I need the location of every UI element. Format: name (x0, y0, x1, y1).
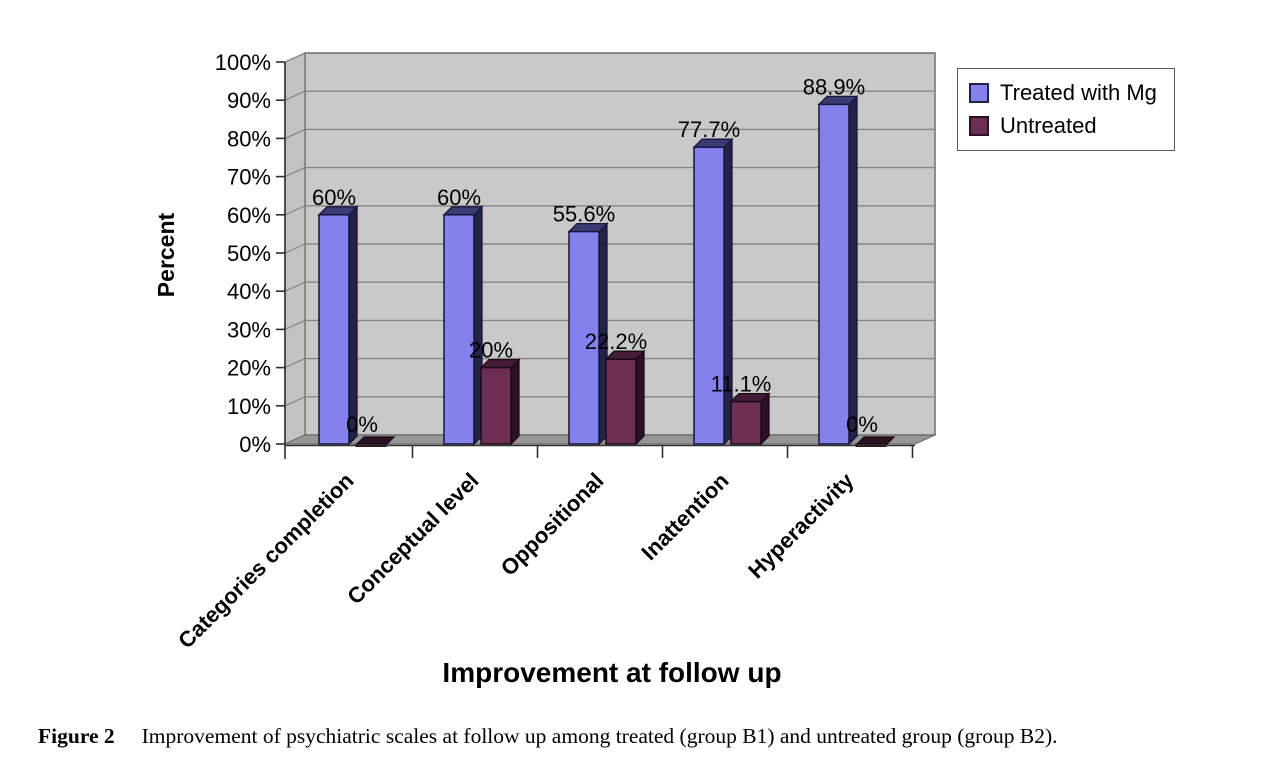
x-axis-title: Improvement at follow up (442, 657, 781, 688)
y-tick-label: 0% (239, 432, 271, 457)
side-wall-gridline (284, 281, 306, 292)
y-tick-label: 80% (227, 126, 271, 151)
data-label-treated-with-mg-inattention: 77.7% (678, 117, 740, 142)
y-tick-label: 60% (227, 203, 271, 228)
category-label-categories-completion: Categories completion (173, 468, 358, 653)
data-label-untreated-conceptual-level: 20% (469, 338, 513, 363)
category-label-oppositional: Oppositional (496, 468, 609, 581)
data-label-untreated-oppositional: 22.2% (585, 329, 647, 354)
bar-untreated-conceptual-level-side (510, 358, 520, 446)
figure-caption-text: Improvement of psychiatric scales at fol… (141, 724, 1058, 748)
bar-treated-with-mg-categories-completion-side (348, 205, 358, 446)
side-wall-gridline (284, 396, 306, 407)
side-wall-gridline (284, 52, 306, 63)
data-label-untreated-categories-completion: 0% (346, 412, 378, 437)
data-label-treated-with-mg-hyperactivity: 88.9% (803, 74, 865, 99)
side-wall-gridline (284, 128, 306, 139)
y-tick-label: 90% (227, 88, 271, 113)
bar-chart-canvas: 0% 10% 20% 30% 40% 50% 60% 70% 80% 90% 100% 60% 0% 60… (153, 50, 936, 688)
y-tick-label: 70% (227, 165, 271, 190)
side-wall-gridline (284, 90, 306, 101)
y-tick-label: 20% (227, 356, 271, 381)
bar-treated-with-mg-categories-completion (318, 214, 350, 445)
bar-treated-with-mg-inattention (693, 146, 725, 445)
side-wall-gridline (284, 358, 306, 369)
category-label-conceptual-level: Conceptual level (342, 468, 483, 609)
y-tick-label: 30% (227, 317, 271, 342)
category-label-inattention: Inattention (636, 468, 733, 565)
y-tick-label: 10% (227, 394, 271, 419)
bar-treated-with-mg-hyperactivity (818, 103, 850, 445)
bar-untreated-oppositional-side (635, 349, 645, 446)
bar-treated-with-mg-conceptual-level (443, 214, 475, 445)
side-wall-gridline (284, 167, 306, 178)
category-label-hyperactivity: Hyperactivity (743, 467, 859, 583)
bar-treated-with-mg-oppositional (568, 230, 600, 445)
figure-caption: Figure 2 Improvement of psychiatric scale… (38, 724, 1252, 749)
bar-treated-with-mg-hyperactivity-side (848, 94, 858, 446)
data-label-treated-with-mg-oppositional: 55.6% (553, 202, 615, 227)
side-wall-gridline (284, 205, 306, 216)
y-tick-label: 50% (227, 241, 271, 266)
y-tick-label: 100% (215, 50, 271, 75)
data-label-untreated-inattention: 11.1% (711, 372, 772, 397)
legend-item-treated: Treated with Mg (969, 80, 1174, 106)
data-label-treated-with-mg-conceptual-level: 60% (437, 185, 481, 210)
figure-caption-label: Figure 2 (38, 724, 115, 748)
bar-untreated-inattention (730, 400, 762, 445)
side-wall-gridline (284, 243, 306, 254)
legend-swatch-treated-icon (969, 83, 989, 103)
legend-swatch-untreated-icon (969, 116, 989, 136)
data-label-treated-with-mg-categories-completion: 60% (312, 185, 356, 210)
legend-label-untreated: Untreated (1000, 113, 1097, 138)
bar-treated-with-mg-inattention-side (723, 137, 733, 446)
bar-untreated-conceptual-level (480, 366, 512, 445)
bar-untreated-oppositional (605, 358, 637, 445)
data-label-untreated-hyperactivity: 0% (846, 412, 878, 437)
legend: Treated with Mg Untreated (957, 68, 1175, 151)
legend-label-treated: Treated with Mg (1000, 80, 1157, 105)
y-axis-title: Percent (153, 212, 179, 297)
legend-item-untreated: Untreated (969, 113, 1174, 139)
side-wall-gridline (284, 319, 306, 330)
y-tick-label: 40% (227, 279, 271, 304)
